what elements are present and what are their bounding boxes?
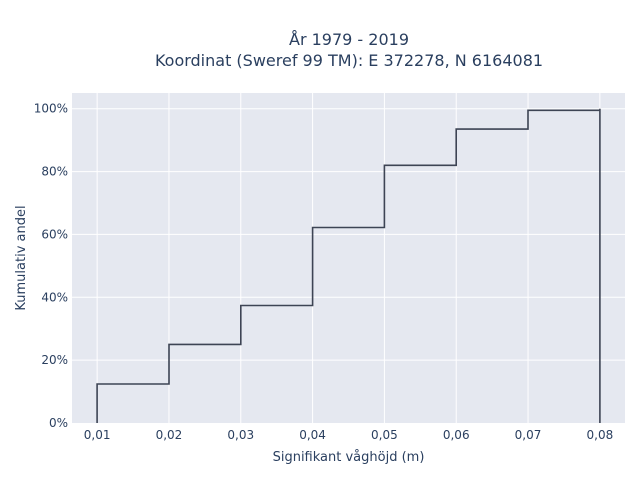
x-tick-label: 0,03 xyxy=(227,428,254,442)
y-axis-title: Kumulativ andel xyxy=(14,205,29,310)
y-tick-label: 0% xyxy=(49,416,68,430)
x-axis-title: Signifikant våghöjd (m) xyxy=(273,450,425,465)
x-tick-label: 0,02 xyxy=(156,428,183,442)
y-tick-label: 40% xyxy=(41,290,68,304)
x-tick-label: 0,01 xyxy=(84,428,111,442)
y-tick-label: 80% xyxy=(41,165,68,179)
chart-title: År 1979 - 2019 xyxy=(289,30,409,49)
y-axis-ticks: 0% 20% 40% 60% 80% 100% xyxy=(34,102,68,430)
x-tick-label: 0,05 xyxy=(371,428,398,442)
y-tick-label: 100% xyxy=(34,102,68,116)
plot-area xyxy=(72,93,625,423)
y-tick-label: 20% xyxy=(41,353,68,367)
y-tick-label: 60% xyxy=(41,227,68,241)
x-tick-label: 0,07 xyxy=(515,428,542,442)
x-tick-label: 0,04 xyxy=(299,428,326,442)
x-tick-label: 0,08 xyxy=(587,428,614,442)
series-group xyxy=(96,108,601,423)
x-axis-ticks: 0,01 0,02 0,03 0,04 0,05 0,06 0,07 0,08 xyxy=(84,428,613,442)
chart-subtitle: Koordinat (Sweref 99 TM): E 372278, N 61… xyxy=(155,51,543,70)
x-tick-label: 0,06 xyxy=(443,428,470,442)
series-line xyxy=(96,108,601,423)
